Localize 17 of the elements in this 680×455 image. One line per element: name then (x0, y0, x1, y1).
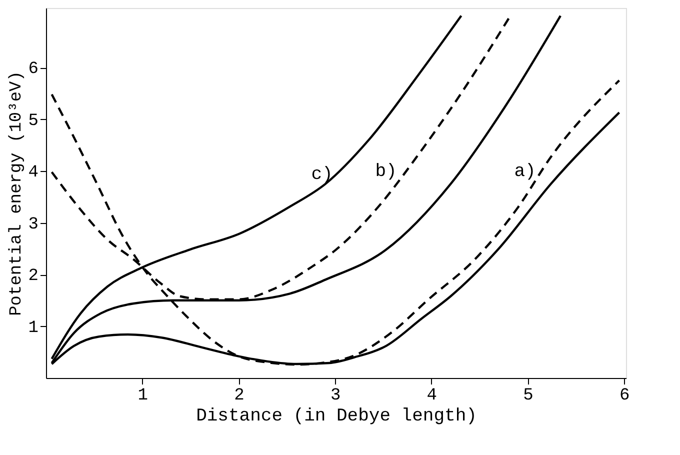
x-tick-label: 5 (523, 386, 534, 406)
y-tick-label: 4 (28, 164, 38, 183)
annotation: c) (311, 165, 333, 185)
x-tick-label: 3 (330, 386, 341, 406)
x-tick-label: 2 (234, 386, 244, 406)
annotation: a) (514, 162, 536, 182)
annotation: b) (375, 162, 397, 182)
x-tick-label: 6 (619, 386, 630, 406)
y-tick-label: 5 (28, 112, 38, 131)
y-tick-label: 2 (28, 267, 38, 286)
y-tick-label: 1 (28, 318, 38, 338)
y-axis-title: Potential energy (10³eV) (7, 71, 26, 316)
x-tick-label: 1 (138, 386, 148, 406)
y-tick-label: 3 (28, 215, 38, 234)
x-axis-title: Distance (in Debye length) (196, 406, 477, 426)
y-tick-label: 6 (28, 60, 38, 80)
x-tick-label: 4 (426, 386, 437, 406)
